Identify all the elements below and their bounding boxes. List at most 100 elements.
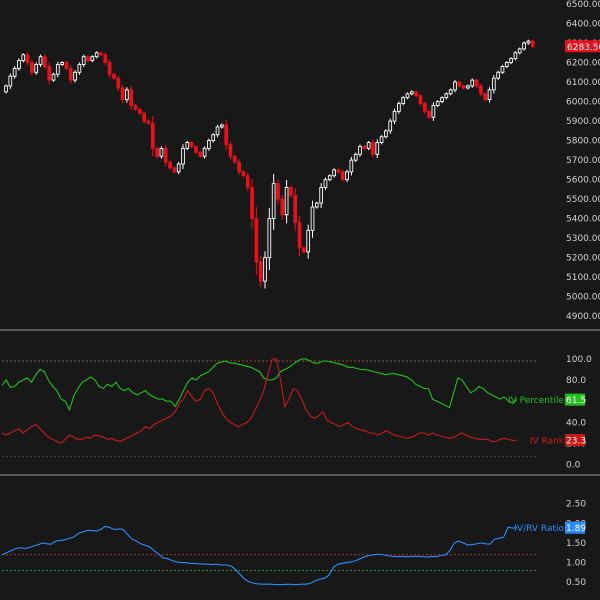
- price-pane[interactable]: 6500.006400.006300.006200.006100.006000.…: [4, 0, 600, 322]
- candle[interactable]: [422, 101, 427, 114]
- candle[interactable]: [90, 55, 95, 63]
- candle[interactable]: [215, 124, 220, 138]
- candle[interactable]: [349, 156, 354, 176]
- candle[interactable]: [293, 187, 298, 232]
- candle[interactable]: [319, 183, 323, 208]
- candle[interactable]: [522, 41, 526, 51]
- candle[interactable]: [189, 141, 194, 149]
- candle[interactable]: [479, 83, 483, 97]
- candle[interactable]: [453, 79, 457, 93]
- candle[interactable]: [289, 185, 293, 198]
- candle[interactable]: [112, 72, 116, 80]
- candle[interactable]: [228, 141, 233, 160]
- candle[interactable]: [86, 55, 90, 63]
- candle[interactable]: [513, 51, 518, 61]
- candle[interactable]: [340, 169, 345, 183]
- candle[interactable]: [496, 70, 500, 81]
- candle[interactable]: [73, 70, 77, 83]
- candle[interactable]: [504, 61, 509, 69]
- candle[interactable]: [323, 177, 328, 190]
- candle[interactable]: [250, 179, 254, 229]
- candle[interactable]: [483, 92, 488, 102]
- iv-rv-ratio-line[interactable]: [1, 525, 518, 586]
- candle[interactable]: [444, 92, 449, 100]
- candle[interactable]: [358, 144, 362, 157]
- candle[interactable]: [129, 85, 134, 111]
- candle[interactable]: [43, 54, 47, 70]
- candle[interactable]: [491, 74, 496, 94]
- candle[interactable]: [388, 118, 393, 134]
- candle[interactable]: [81, 54, 86, 67]
- candle[interactable]: [314, 201, 319, 209]
- candle[interactable]: [207, 138, 211, 151]
- candle[interactable]: [392, 108, 397, 125]
- candle[interactable]: [306, 224, 311, 259]
- candle[interactable]: [220, 123, 224, 129]
- candle[interactable]: [133, 104, 138, 112]
- candle[interactable]: [4, 84, 8, 94]
- candle[interactable]: [509, 57, 513, 65]
- candle[interactable]: [116, 75, 121, 91]
- candle[interactable]: [146, 119, 151, 125]
- candle[interactable]: [168, 160, 172, 170]
- candle[interactable]: [526, 39, 531, 45]
- candle[interactable]: [237, 159, 241, 175]
- candle[interactable]: [353, 152, 358, 162]
- candle[interactable]: [55, 61, 60, 78]
- candle[interactable]: [310, 200, 315, 238]
- candle[interactable]: [25, 52, 30, 66]
- iv-percentile-line[interactable]: [1, 358, 518, 412]
- candle[interactable]: [470, 78, 475, 88]
- candle[interactable]: [336, 168, 341, 174]
- candle[interactable]: [280, 194, 285, 220]
- candle[interactable]: [332, 168, 336, 178]
- candle[interactable]: [12, 66, 17, 79]
- candle[interactable]: [302, 246, 306, 254]
- candle[interactable]: [375, 139, 380, 158]
- candle[interactable]: [258, 256, 263, 288]
- candle[interactable]: [457, 80, 462, 88]
- candle[interactable]: [30, 59, 34, 76]
- candle[interactable]: [38, 54, 43, 67]
- candle[interactable]: [155, 146, 159, 159]
- candle[interactable]: [267, 208, 272, 270]
- candle[interactable]: [51, 72, 56, 82]
- candle[interactable]: [94, 51, 99, 59]
- candle[interactable]: [284, 180, 289, 224]
- candle[interactable]: [448, 88, 453, 96]
- candle[interactable]: [107, 59, 112, 78]
- candle[interactable]: [405, 92, 410, 100]
- candle[interactable]: [263, 251, 267, 289]
- candle[interactable]: [297, 215, 302, 256]
- candle[interactable]: [371, 139, 375, 158]
- candle[interactable]: [64, 60, 69, 71]
- candle[interactable]: [409, 90, 414, 96]
- candle[interactable]: [34, 62, 39, 75]
- candle[interactable]: [176, 161, 181, 175]
- candle[interactable]: [384, 129, 388, 139]
- candle[interactable]: [517, 47, 522, 55]
- candle[interactable]: [362, 145, 367, 151]
- candle[interactable]: [440, 96, 444, 104]
- candle[interactable]: [224, 119, 229, 151]
- candle[interactable]: [211, 133, 216, 143]
- candle[interactable]: [414, 90, 418, 98]
- candle[interactable]: [487, 87, 492, 103]
- candle[interactable]: [150, 116, 155, 157]
- candle[interactable]: [137, 107, 142, 115]
- candle[interactable]: [245, 172, 250, 192]
- candle[interactable]: [198, 150, 203, 158]
- candle[interactable]: [530, 39, 535, 49]
- candle[interactable]: [47, 62, 52, 85]
- candle[interactable]: [8, 73, 13, 90]
- candle[interactable]: [194, 144, 198, 155]
- candle[interactable]: [241, 170, 246, 178]
- candle[interactable]: [125, 87, 129, 103]
- candle[interactable]: [68, 65, 73, 84]
- candle[interactable]: [418, 93, 423, 106]
- candle[interactable]: [466, 84, 470, 90]
- candle[interactable]: [254, 207, 259, 276]
- candle[interactable]: [397, 101, 401, 114]
